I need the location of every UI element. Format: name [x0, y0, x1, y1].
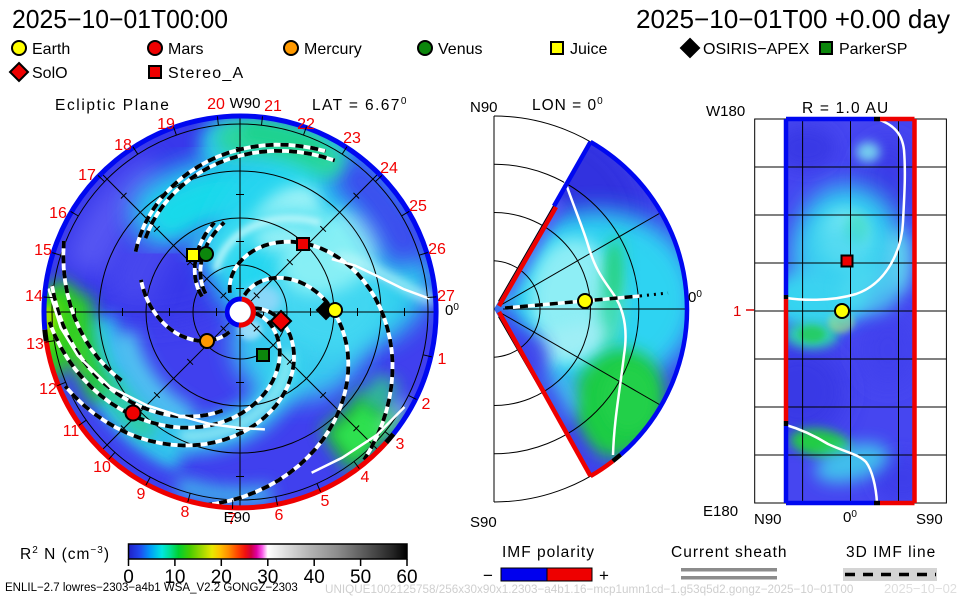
svg-text:SolO: SolO: [32, 65, 68, 82]
svg-text:19: 19: [157, 116, 175, 133]
svg-text:ParkerSP: ParkerSP: [839, 41, 907, 58]
svg-text:2025−10−01T00:00: 2025−10−01T00:00: [12, 4, 228, 34]
svg-text:E180: E180: [703, 503, 738, 520]
svg-text:UNIQUE1002125758/256x30x90x1.2: UNIQUE1002125758/256x30x90x1.2303−a4b1.1…: [325, 583, 854, 596]
svg-text:2025−10−01T00 +0.00 day: 2025−10−01T00 +0.00 day: [636, 4, 950, 34]
svg-text:LAT = 6.670: LAT = 6.670: [312, 96, 408, 114]
svg-text:N90: N90: [754, 511, 782, 528]
svg-text:22: 22: [297, 116, 315, 133]
svg-text:Ecliptic Plane: Ecliptic Plane: [55, 97, 170, 114]
svg-text:S90: S90: [470, 514, 497, 531]
svg-text:40: 40: [304, 567, 325, 588]
svg-text:N90: N90: [470, 99, 498, 116]
svg-text:OSIRIS−APEX: OSIRIS−APEX: [703, 41, 810, 58]
svg-text:R = 1.0 AU: R = 1.0 AU: [802, 100, 889, 117]
svg-text:13: 13: [26, 336, 44, 353]
svg-text:ENLIL−2.7 lowres−2303−a4b1 WSA: ENLIL−2.7 lowres−2303−a4b1 WSA_V2.2 GONG…: [5, 582, 298, 594]
svg-text:S90: S90: [916, 511, 943, 528]
svg-text:Venus: Venus: [438, 41, 482, 58]
svg-text:20: 20: [207, 96, 225, 113]
svg-text:8: 8: [181, 504, 190, 521]
svg-text:E90: E90: [224, 509, 251, 526]
svg-text:11: 11: [63, 423, 80, 440]
svg-text:3: 3: [396, 436, 405, 453]
svg-text:26: 26: [428, 241, 446, 258]
svg-text:Earth: Earth: [32, 41, 70, 58]
svg-text:21: 21: [264, 98, 282, 115]
svg-text:6: 6: [275, 507, 284, 524]
svg-text:10: 10: [93, 459, 111, 476]
svg-text:23: 23: [343, 130, 361, 147]
svg-text:16: 16: [49, 205, 67, 222]
svg-text:24: 24: [380, 160, 398, 177]
svg-text:Current sheath: Current sheath: [671, 544, 788, 561]
svg-text:Mercury: Mercury: [304, 41, 362, 58]
svg-text:Stereo_A: Stereo_A: [168, 65, 244, 82]
svg-text:LON = 00: LON = 00: [532, 96, 604, 114]
svg-text:9: 9: [137, 486, 146, 503]
svg-text:25: 25: [409, 198, 427, 215]
svg-text:Mars: Mars: [168, 41, 204, 58]
svg-text:3D IMF line: 3D IMF line: [846, 544, 936, 561]
svg-text:14: 14: [25, 288, 43, 305]
svg-text:Juice: Juice: [570, 41, 607, 58]
svg-text:15: 15: [34, 242, 52, 259]
svg-text:2025−10−02: 2025−10−02: [884, 581, 957, 596]
svg-text:18: 18: [114, 137, 132, 154]
svg-text:1: 1: [733, 303, 741, 320]
svg-text:4: 4: [361, 469, 370, 486]
svg-text:1: 1: [438, 351, 447, 368]
svg-text:12: 12: [39, 381, 57, 398]
svg-text:IMF polarity: IMF polarity: [502, 544, 595, 561]
svg-text:5: 5: [321, 493, 330, 510]
svg-text:W90: W90: [230, 95, 261, 112]
svg-text:2: 2: [422, 396, 431, 413]
svg-text:17: 17: [78, 167, 96, 184]
svg-text:W180: W180: [706, 103, 745, 120]
